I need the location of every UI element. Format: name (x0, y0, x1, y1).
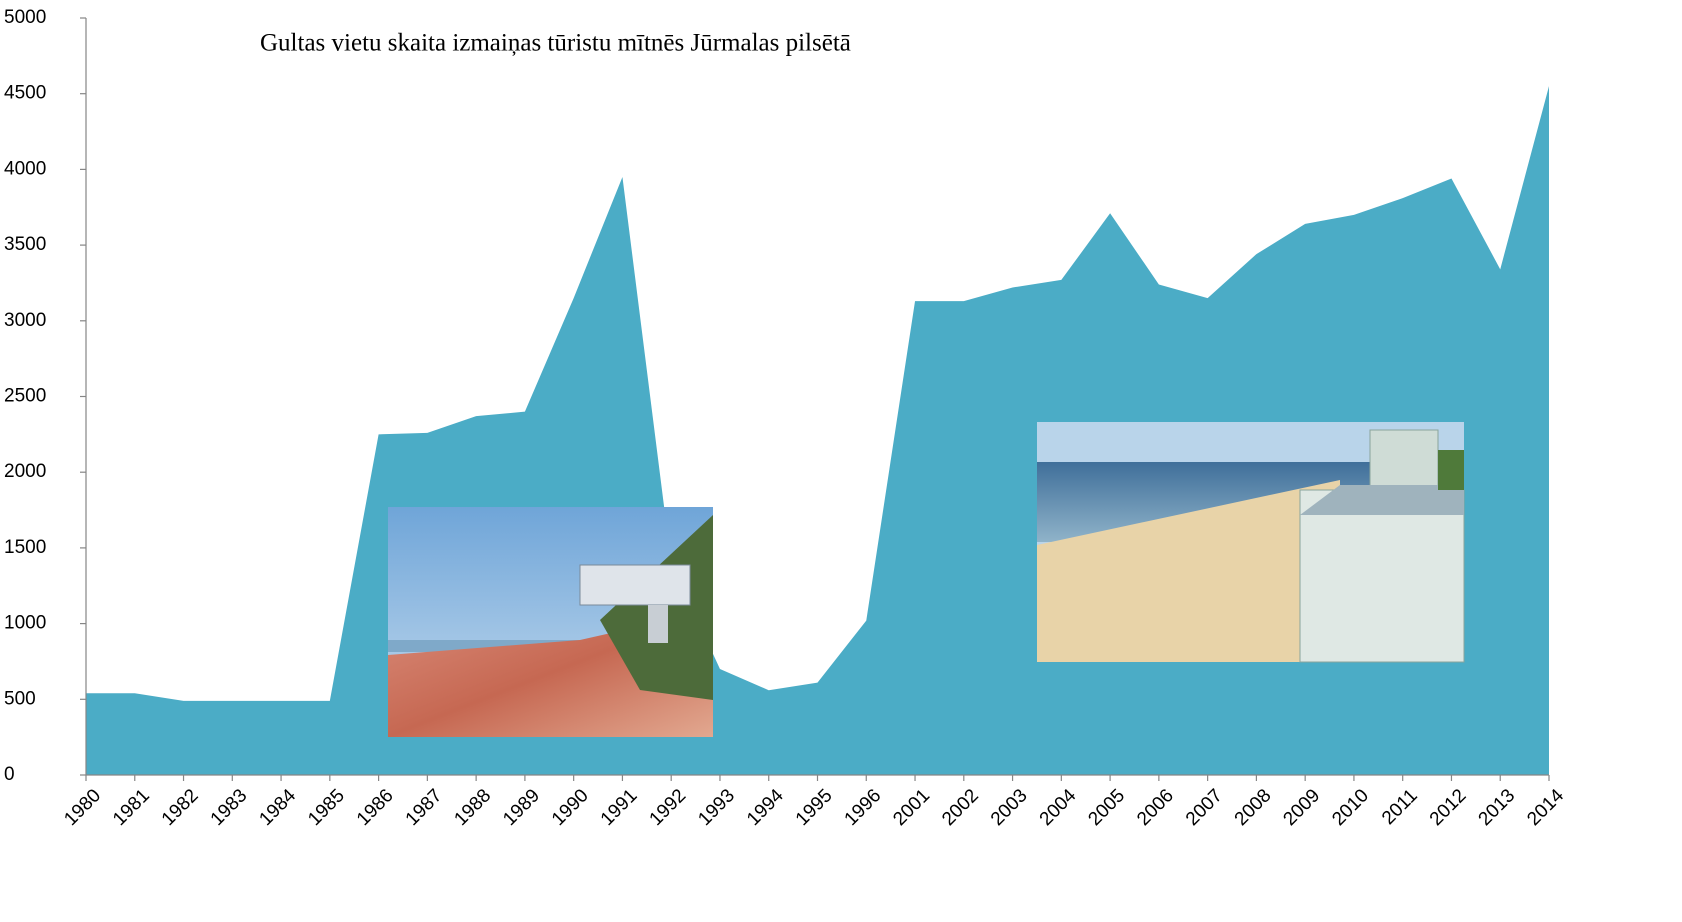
x-tick-label: 2012 (1426, 785, 1471, 830)
x-tick-label: 2004 (1036, 785, 1081, 830)
x-tick-label: 1982 (158, 785, 203, 830)
x-tick-label: 1995 (792, 785, 837, 830)
x-tick-label: 2014 (1523, 785, 1568, 830)
y-tick-label: 500 (4, 688, 36, 709)
y-tick-label: 4500 (4, 83, 46, 104)
x-tick-label: 2006 (1133, 785, 1178, 830)
y-tick-label: 1500 (4, 537, 46, 558)
x-tick-label: 1993 (694, 785, 739, 830)
y-tick-label: 3000 (4, 310, 46, 331)
x-tick-label: 2011 (1378, 785, 1422, 829)
x-tick-label: 1983 (207, 785, 252, 830)
x-tick-label: 2003 (987, 785, 1032, 830)
photo-modern-beach (1037, 422, 1464, 662)
x-tick-label: 1991 (597, 785, 642, 830)
x-tick-label: 2002 (938, 785, 983, 830)
chart-title: Gultas vietu skaita izmaiņas tūristu mīt… (260, 30, 851, 57)
y-tick-label: 5000 (4, 7, 46, 28)
y-tick-label: 4000 (4, 158, 46, 179)
x-tick-label: 2008 (1231, 785, 1276, 830)
x-tick-label: 1990 (548, 785, 593, 830)
x-tick-label: 2007 (1182, 785, 1227, 830)
x-tick-label: 2013 (1475, 785, 1520, 830)
x-tick-label: 2010 (1328, 785, 1373, 830)
x-tick-label: 1994 (743, 785, 788, 830)
x-tick-label: 2009 (1280, 785, 1325, 830)
x-tick-label: 2001 (889, 785, 934, 830)
x-tick-label: 2005 (1084, 785, 1129, 830)
chart: Gultas vietu skaita izmaiņas tūristu mīt… (0, 0, 1682, 917)
y-tick-label: 2000 (4, 461, 46, 482)
x-tick-label: 1996 (841, 785, 886, 830)
x-tick-label: 1989 (499, 785, 544, 830)
y-tick-label: 1000 (4, 613, 46, 634)
y-tick-label: 3500 (4, 234, 46, 255)
x-tick-label: 1980 (60, 785, 105, 830)
x-tick-label: 1987 (402, 785, 447, 830)
y-tick-label: 0 (4, 764, 15, 785)
y-tick-label: 2500 (4, 386, 46, 407)
x-tick-label: 1985 (304, 785, 349, 830)
x-tick-label: 1986 (353, 785, 398, 830)
x-tick-label: 1984 (255, 785, 300, 830)
x-tick-label: 1992 (646, 785, 691, 830)
x-tick-label: 1981 (109, 785, 154, 830)
photo-old-beach (388, 507, 713, 737)
x-tick-label: 1988 (450, 785, 495, 830)
